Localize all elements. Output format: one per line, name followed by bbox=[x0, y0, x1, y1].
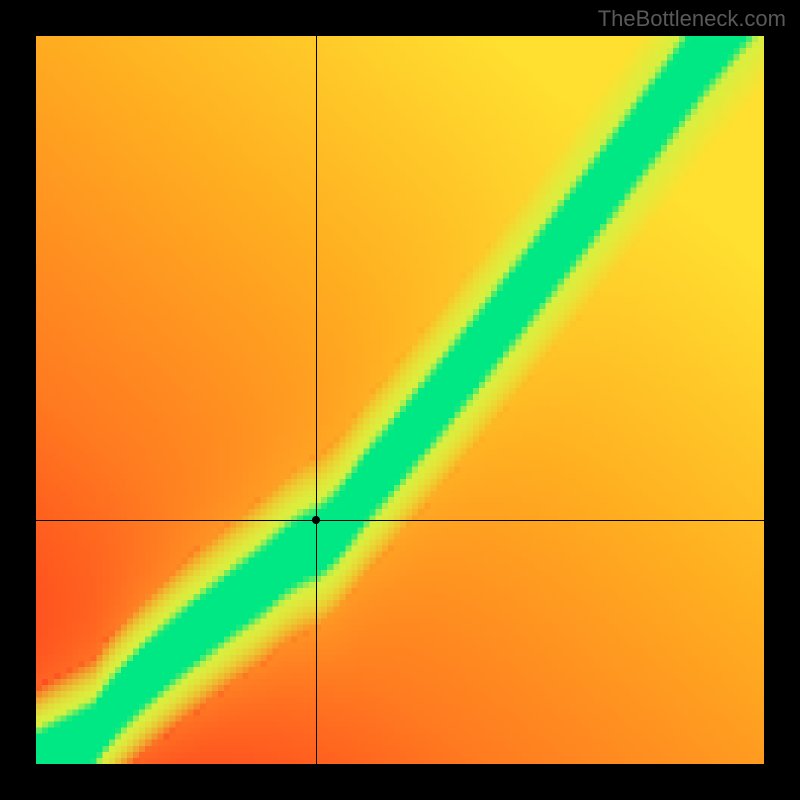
crosshair-vertical bbox=[316, 36, 317, 764]
heatmap-plot bbox=[36, 36, 764, 764]
heatmap-canvas bbox=[36, 36, 764, 764]
crosshair-dot bbox=[312, 516, 320, 524]
crosshair-horizontal bbox=[36, 520, 764, 521]
watermark-text: TheBottleneck.com bbox=[598, 6, 786, 32]
